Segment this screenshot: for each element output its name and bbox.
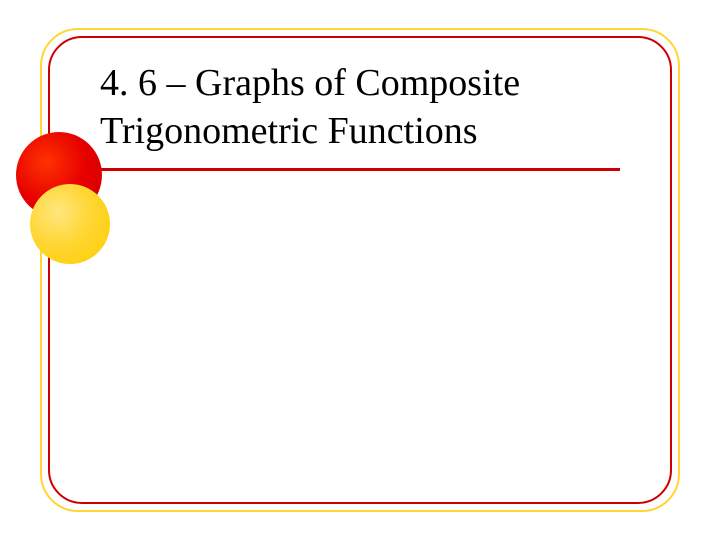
slide-title: 4. 6 – Graphs of Composite Trigonometric… bbox=[100, 60, 630, 155]
decorative-circle-yellow bbox=[30, 184, 110, 264]
title-underline bbox=[100, 168, 620, 171]
